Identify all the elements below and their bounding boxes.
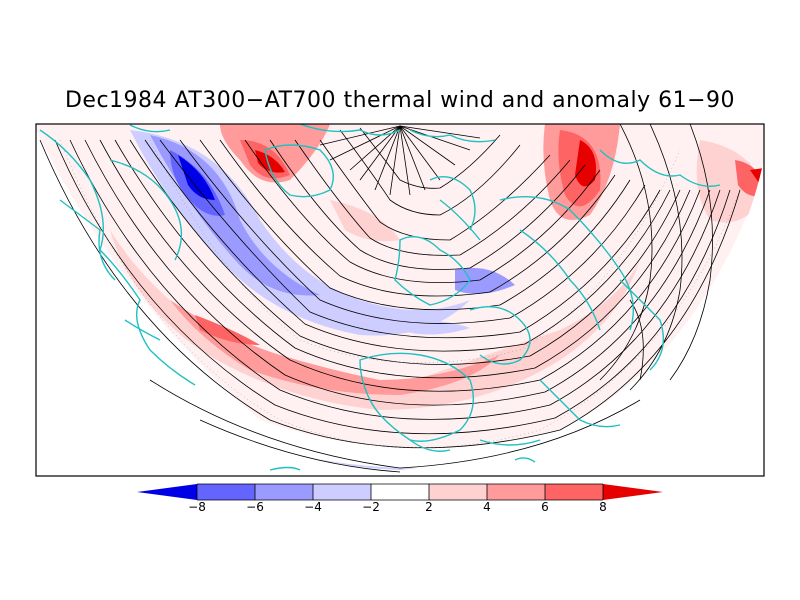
colorbar-segment-2	[255, 484, 313, 500]
colorbar	[137, 483, 663, 501]
anomaly-shading	[36, 124, 764, 470]
colorbar-tick-label: −4	[304, 500, 322, 514]
colorbar-segment-5	[429, 484, 487, 500]
colorbar-tick-label: 6	[541, 500, 549, 514]
colorbar-tick-label: −8	[188, 500, 206, 514]
colorbar-tick-label: 8	[599, 500, 607, 514]
colorbar-segment-3	[313, 484, 371, 500]
colorbar-segment-8	[603, 484, 663, 500]
colorbar-segment-6	[487, 484, 545, 500]
streamlines	[39, 124, 741, 473]
colorbar-segment-7	[545, 484, 603, 500]
map-border	[35, 123, 765, 477]
colorbar-segment-0	[137, 484, 197, 500]
coastlines	[39, 124, 721, 471]
colorbar-tick-label: −6	[246, 500, 264, 514]
colorbar-segment-4	[371, 484, 429, 500]
colorbar-tick-label: 2	[425, 500, 433, 514]
colorbar-tick-label: −2	[362, 500, 380, 514]
colorbar-segment-1	[197, 484, 255, 500]
colorbar-tick-label: 4	[483, 500, 491, 514]
map-title: Dec1984 AT300−AT700 thermal wind and ano…	[64, 88, 736, 113]
